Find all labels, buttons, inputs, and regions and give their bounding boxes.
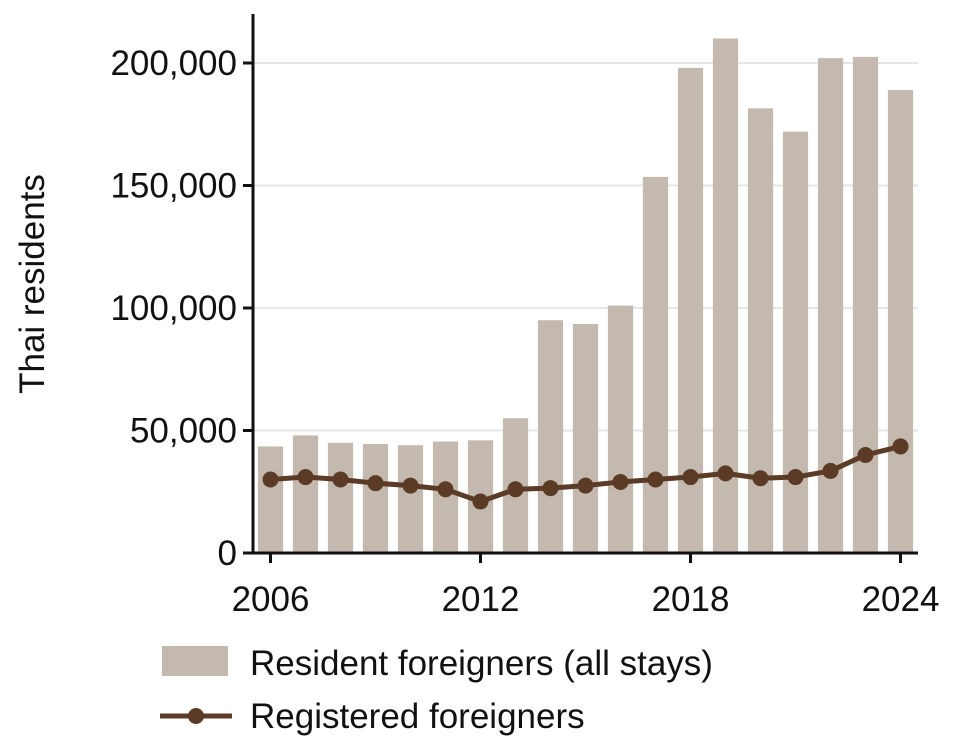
line-point (612, 473, 629, 490)
line-point (437, 481, 454, 498)
bar (537, 320, 564, 553)
y-tick-label: 150,000 (110, 167, 237, 206)
line-point (717, 465, 734, 482)
x-tick-label: 2012 (442, 580, 520, 619)
legend-swatch-marker (188, 708, 204, 724)
line-point (822, 462, 839, 479)
x-tick-label: 2018 (652, 580, 730, 619)
bar (572, 323, 599, 553)
line-point (507, 481, 524, 498)
line-point (297, 469, 314, 486)
legend-label: Resident foreigners (all stays) (250, 644, 713, 683)
bar (642, 176, 669, 554)
bar (327, 442, 354, 553)
legend: Resident foreigners (all stays) Registere… (160, 644, 713, 736)
line-point (892, 438, 909, 455)
bar (292, 435, 319, 553)
bar (782, 131, 809, 553)
y-tick-label: 200,000 (110, 44, 237, 83)
line-point (787, 469, 804, 486)
bar (852, 56, 879, 553)
line-point (542, 480, 559, 497)
line-point (682, 469, 699, 486)
y-axis-label: Thai residents (13, 174, 52, 394)
bar (257, 446, 284, 553)
x-axis-ticks: 2006 2012 2018 2024 (232, 553, 940, 619)
line-point (367, 475, 384, 492)
line-point (402, 477, 419, 494)
y-axis-ticks: 0 50,000 100,000 150,000 200,000 (110, 44, 253, 573)
legend-label: Registered foreigners (250, 697, 585, 736)
line-point (262, 471, 279, 488)
axes (251, 14, 918, 555)
line-point (857, 447, 874, 463)
line-series (262, 438, 909, 510)
bar (362, 443, 389, 553)
line-point (472, 493, 489, 510)
line-point (647, 471, 664, 488)
line-point (577, 477, 594, 494)
x-tick-label: 2024 (862, 580, 940, 619)
y-tick-label: 100,000 (110, 289, 237, 328)
bar (607, 305, 634, 553)
y-tick-label: 0 (218, 534, 237, 573)
y-tick-label: 50,000 (130, 412, 237, 451)
bar (747, 108, 774, 553)
legend-swatch-bar (162, 646, 228, 676)
line-point (752, 470, 769, 487)
line-point (332, 471, 349, 488)
x-tick-label: 2006 (232, 580, 310, 619)
bar (397, 445, 424, 553)
bar (887, 89, 914, 553)
